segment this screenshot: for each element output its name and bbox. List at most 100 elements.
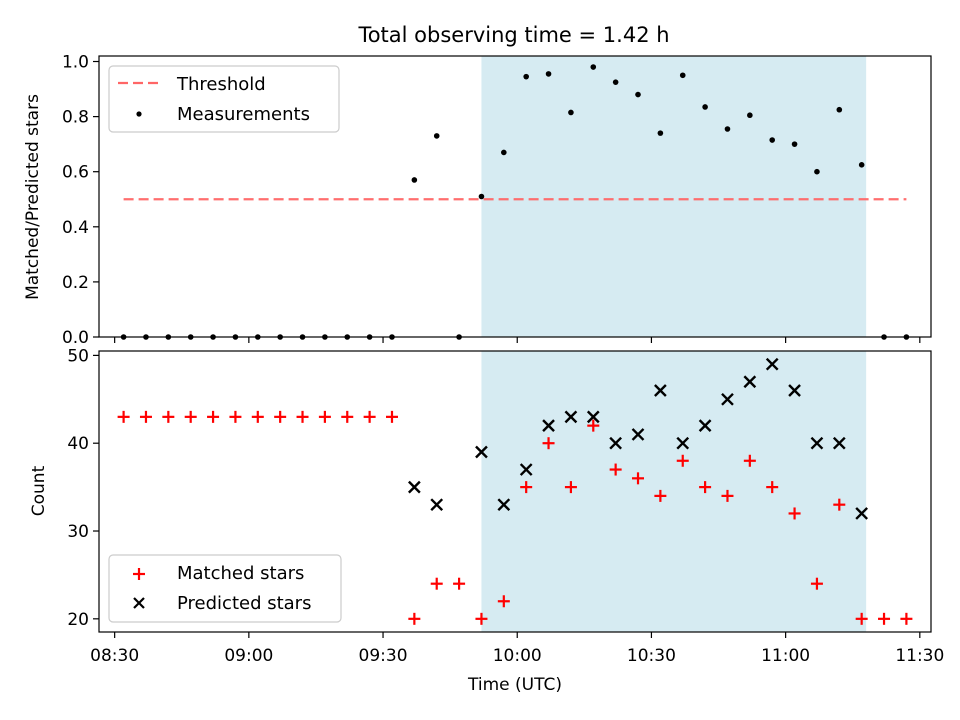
y-tick-label: 40 [67, 434, 89, 454]
x-tick-label: 08:30 [90, 646, 139, 666]
predicted-star-point [609, 436, 622, 450]
bottom-axes-frame [98, 350, 932, 633]
x-axis-label: Time (UTC) [467, 675, 562, 695]
matched-star-point [251, 410, 264, 423]
measurement-point [679, 72, 686, 79]
measurement-point [411, 177, 418, 183]
measurement-point [523, 73, 529, 80]
legend-measurements-label: Measurements [177, 104, 310, 125]
matched-star-point [788, 507, 801, 520]
bottom-y-axis: 20 30 40 50 [67, 346, 99, 630]
matched-star-point [587, 419, 600, 432]
matched-star-point [654, 489, 667, 502]
predicted-star-point [765, 357, 779, 371]
matched-star-point [721, 489, 734, 502]
top-y-axis-label: Matched/Predicted stars [23, 94, 43, 300]
x-tick-label: 11:30 [895, 646, 944, 666]
measurement-point [657, 130, 664, 136]
count-points [117, 357, 913, 625]
matched-star-point [274, 410, 287, 423]
predicted-star-point [475, 445, 488, 459]
x-tick-label: 09:30 [359, 646, 408, 666]
measurement-point [478, 193, 485, 200]
matched-star-point [318, 410, 331, 423]
y-tick-label: 0.8 [62, 108, 89, 128]
predicted-star-point [430, 498, 444, 512]
top-legend-frame [108, 65, 340, 133]
measurement-point [814, 168, 820, 175]
measurement-point [612, 79, 619, 85]
matched-star-point [229, 410, 242, 423]
matched-star-point [632, 472, 645, 485]
matched-star-point [184, 410, 197, 423]
bottom-observing-window [481, 351, 867, 632]
measurement-point [747, 112, 753, 119]
bottom-x-axis: 08:30 09:00 09:30 10:00 10:30 11:00 11:30 [90, 632, 944, 666]
measurement-point [545, 71, 552, 77]
predicted-star-point [832, 436, 846, 450]
matched-star-point [900, 612, 913, 625]
y-tick-label: 0.6 [62, 163, 89, 183]
legend-matched-swatch [133, 568, 145, 580]
matched-star-point [676, 454, 689, 467]
y-tick-label: 0.2 [62, 273, 89, 293]
predicted-star-point [654, 384, 667, 397]
matched-star-point [117, 410, 130, 423]
predicted-star-point [564, 410, 578, 424]
y-tick-label: 50 [67, 346, 89, 366]
predicted-star-point [698, 419, 712, 432]
matched-star-point [162, 410, 175, 423]
legend-threshold-label: Threshold [176, 74, 266, 95]
matched-star-point [766, 481, 779, 494]
matched-star-point [408, 612, 421, 625]
measurement-point [858, 162, 865, 168]
matched-star-point [855, 612, 868, 625]
matched-star-point [520, 481, 533, 494]
measurement-point [769, 137, 776, 143]
top-x-ticks [114, 337, 921, 343]
matched-star-point [878, 612, 891, 625]
matched-star-point [833, 498, 846, 511]
measurement-point [590, 64, 597, 70]
measurement-point [836, 106, 843, 113]
matched-star-point [475, 612, 488, 625]
predicted-star-point [810, 436, 824, 450]
top-panel: 0.0 0.2 0.4 0.6 0.8 1.0 Matched/Predicted sta… [23, 53, 932, 348]
bottom-y-axis-label: Count [29, 465, 49, 516]
y-tick-label: 0.4 [62, 218, 89, 238]
top-legend: Threshold Measurements [108, 65, 340, 133]
x-tick-label: 10:30 [627, 646, 676, 666]
predicted-star-point [519, 463, 533, 476]
y-tick-label: 30 [67, 522, 89, 542]
measurement-point [791, 141, 798, 147]
bottom-panel: 20 30 40 50 08:30 09:00 09:30 10:00 10:30 11:00 1… [29, 346, 944, 695]
predicted-star-point [631, 428, 645, 441]
matched-star-point [497, 595, 510, 608]
matched-star-point [207, 410, 220, 423]
predicted-star-point [721, 392, 734, 406]
matched-star-point [430, 577, 443, 590]
predicted-star-point [743, 375, 757, 389]
legend-predicted-swatch [133, 597, 145, 609]
predicted-star-point [586, 410, 600, 424]
matched-star-point [296, 410, 309, 423]
predicted-star-point [788, 384, 801, 397]
top-axes-frame [98, 55, 932, 338]
bottom-legend: Matched stars Predicted stars [108, 554, 342, 623]
predicted-star-point [497, 498, 511, 512]
matched-star-point [341, 410, 354, 423]
top-observing-window [481, 56, 867, 337]
matched-star-point [453, 577, 466, 590]
y-tick-label: 20 [67, 610, 89, 630]
legend-measurements-swatch [136, 111, 142, 117]
matched-star-point [385, 410, 398, 423]
chart-title: Total observing time = 1.42 h [357, 23, 669, 47]
x-tick-label: 10:00 [493, 646, 542, 666]
matched-star-point [699, 481, 712, 494]
matched-star-point [139, 410, 152, 423]
x-tick-label: 11:00 [761, 646, 810, 666]
measurement-point [724, 126, 731, 132]
measurement-point [635, 91, 641, 98]
predicted-star-point [408, 480, 421, 494]
